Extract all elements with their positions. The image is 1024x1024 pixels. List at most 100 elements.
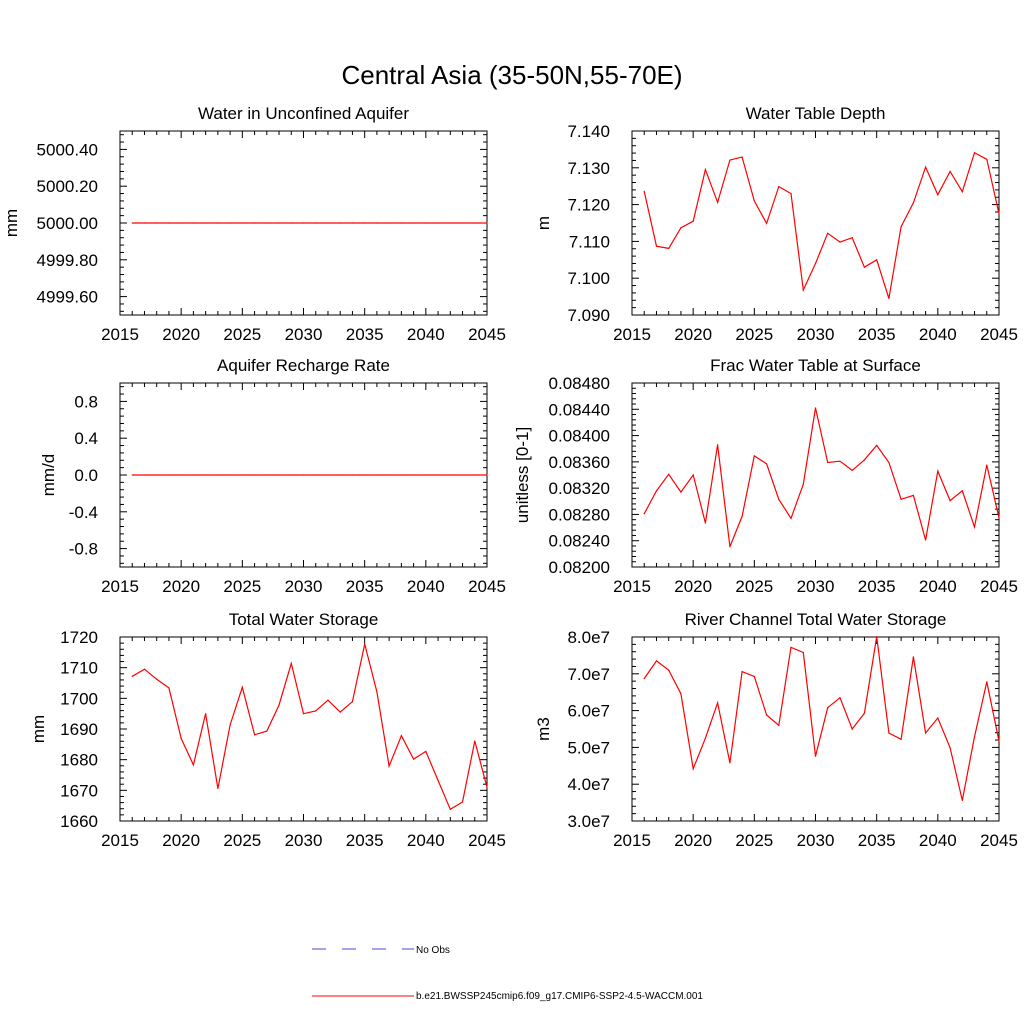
data-point	[278, 222, 280, 224]
data-point	[998, 740, 1000, 742]
data-point	[961, 799, 963, 801]
data-point	[474, 474, 476, 476]
y-tick-label: -0.4	[69, 503, 98, 522]
data-point	[364, 474, 366, 476]
data-point	[876, 444, 878, 447]
data-point	[217, 787, 219, 790]
legend-model-label: b.e21.BWSSP245cmip6.f09_g17.CMIP6-SSP2-4…	[416, 991, 703, 1002]
y-axis-label: mm	[29, 715, 48, 743]
data-point	[290, 474, 292, 476]
data-point	[704, 522, 707, 524]
panel-title: Aquifer Recharge Rate	[217, 356, 390, 375]
x-tick-label: 2035	[858, 831, 896, 850]
data-point	[168, 474, 170, 476]
data-point	[266, 730, 268, 732]
y-tick-label: 5000.20	[37, 177, 98, 196]
series-line	[131, 643, 488, 811]
data-point	[912, 656, 914, 658]
y-tick-label: 0.08240	[549, 532, 610, 551]
data-point	[437, 222, 439, 224]
data-point	[986, 464, 988, 466]
data-point	[900, 498, 902, 500]
panel-title: Total Water Storage	[229, 610, 379, 629]
data-point	[839, 697, 841, 699]
data-point	[851, 728, 853, 730]
data-point	[814, 262, 817, 265]
data-point	[998, 213, 1000, 215]
data-point	[827, 461, 829, 464]
data-point	[851, 469, 853, 471]
data-point	[900, 226, 902, 228]
data-point	[998, 517, 1000, 519]
data-point	[925, 539, 927, 541]
data-point	[351, 222, 354, 224]
x-tick-label: 2030	[285, 831, 323, 850]
data-point	[937, 194, 939, 196]
x-tick-label: 2030	[797, 831, 835, 850]
y-axis-label: mm	[2, 209, 21, 237]
panel-title: Water Table Depth	[746, 104, 886, 123]
data-point	[241, 474, 243, 476]
data-point	[364, 643, 366, 645]
data-point	[486, 222, 488, 224]
x-tick-label: 2040	[407, 325, 445, 344]
data-point	[717, 201, 719, 203]
data-point	[814, 755, 817, 757]
x-tick-label: 2040	[407, 577, 445, 596]
data-point	[912, 202, 914, 204]
data-point	[156, 222, 158, 224]
data-point	[900, 738, 902, 740]
data-point	[131, 222, 133, 224]
x-tick-label: 2020	[162, 831, 200, 850]
x-tick-label: 2045	[468, 577, 506, 596]
y-tick-label: 4999.80	[37, 251, 98, 270]
y-tick-label: 7.0e7	[567, 665, 610, 684]
x-tick-label: 2035	[858, 577, 896, 596]
data-point	[217, 222, 219, 224]
x-tick-label: 2045	[980, 577, 1018, 596]
data-point	[192, 474, 194, 476]
data-point	[680, 693, 682, 695]
data-point	[778, 498, 780, 500]
plot-frame	[631, 130, 1000, 316]
data-point	[912, 494, 914, 496]
data-point	[315, 474, 317, 476]
x-tick-label: 2035	[858, 325, 896, 344]
data-point	[388, 222, 390, 224]
data-point	[339, 474, 341, 476]
data-point	[680, 227, 682, 229]
panel-title: Water in Unconfined Aquifer	[198, 104, 409, 123]
data-point	[192, 764, 194, 766]
data-point	[704, 737, 707, 739]
data-point	[376, 691, 378, 693]
data-point	[876, 259, 878, 261]
y-tick-label: 1670	[60, 781, 98, 800]
y-tick-label: 0.08320	[549, 479, 610, 498]
x-tick-label: 2025	[735, 831, 773, 850]
data-point	[643, 190, 645, 192]
data-point	[253, 222, 256, 224]
data-point	[729, 546, 731, 548]
data-point	[315, 222, 317, 224]
data-point	[143, 668, 146, 670]
data-point	[180, 474, 182, 476]
data-point	[290, 222, 292, 224]
data-point	[461, 801, 464, 803]
y-tick-label: 1720	[60, 628, 98, 647]
data-point	[278, 474, 280, 476]
x-tick-label: 2025	[223, 325, 261, 344]
x-tick-label: 2030	[797, 577, 835, 596]
data-point	[888, 297, 890, 300]
data-point	[327, 474, 329, 476]
data-point	[449, 222, 451, 224]
x-tick-label: 2040	[919, 577, 957, 596]
y-tick-label: 0.08200	[549, 558, 610, 577]
data-point	[790, 517, 792, 519]
data-point	[888, 461, 890, 464]
y-tick-label: 1690	[60, 720, 98, 739]
data-point	[790, 192, 792, 195]
y-tick-label: 8.0e7	[567, 628, 610, 647]
data-point	[827, 707, 829, 709]
y-tick-label: 3.0e7	[567, 812, 610, 831]
x-tick-label: 2030	[797, 325, 835, 344]
